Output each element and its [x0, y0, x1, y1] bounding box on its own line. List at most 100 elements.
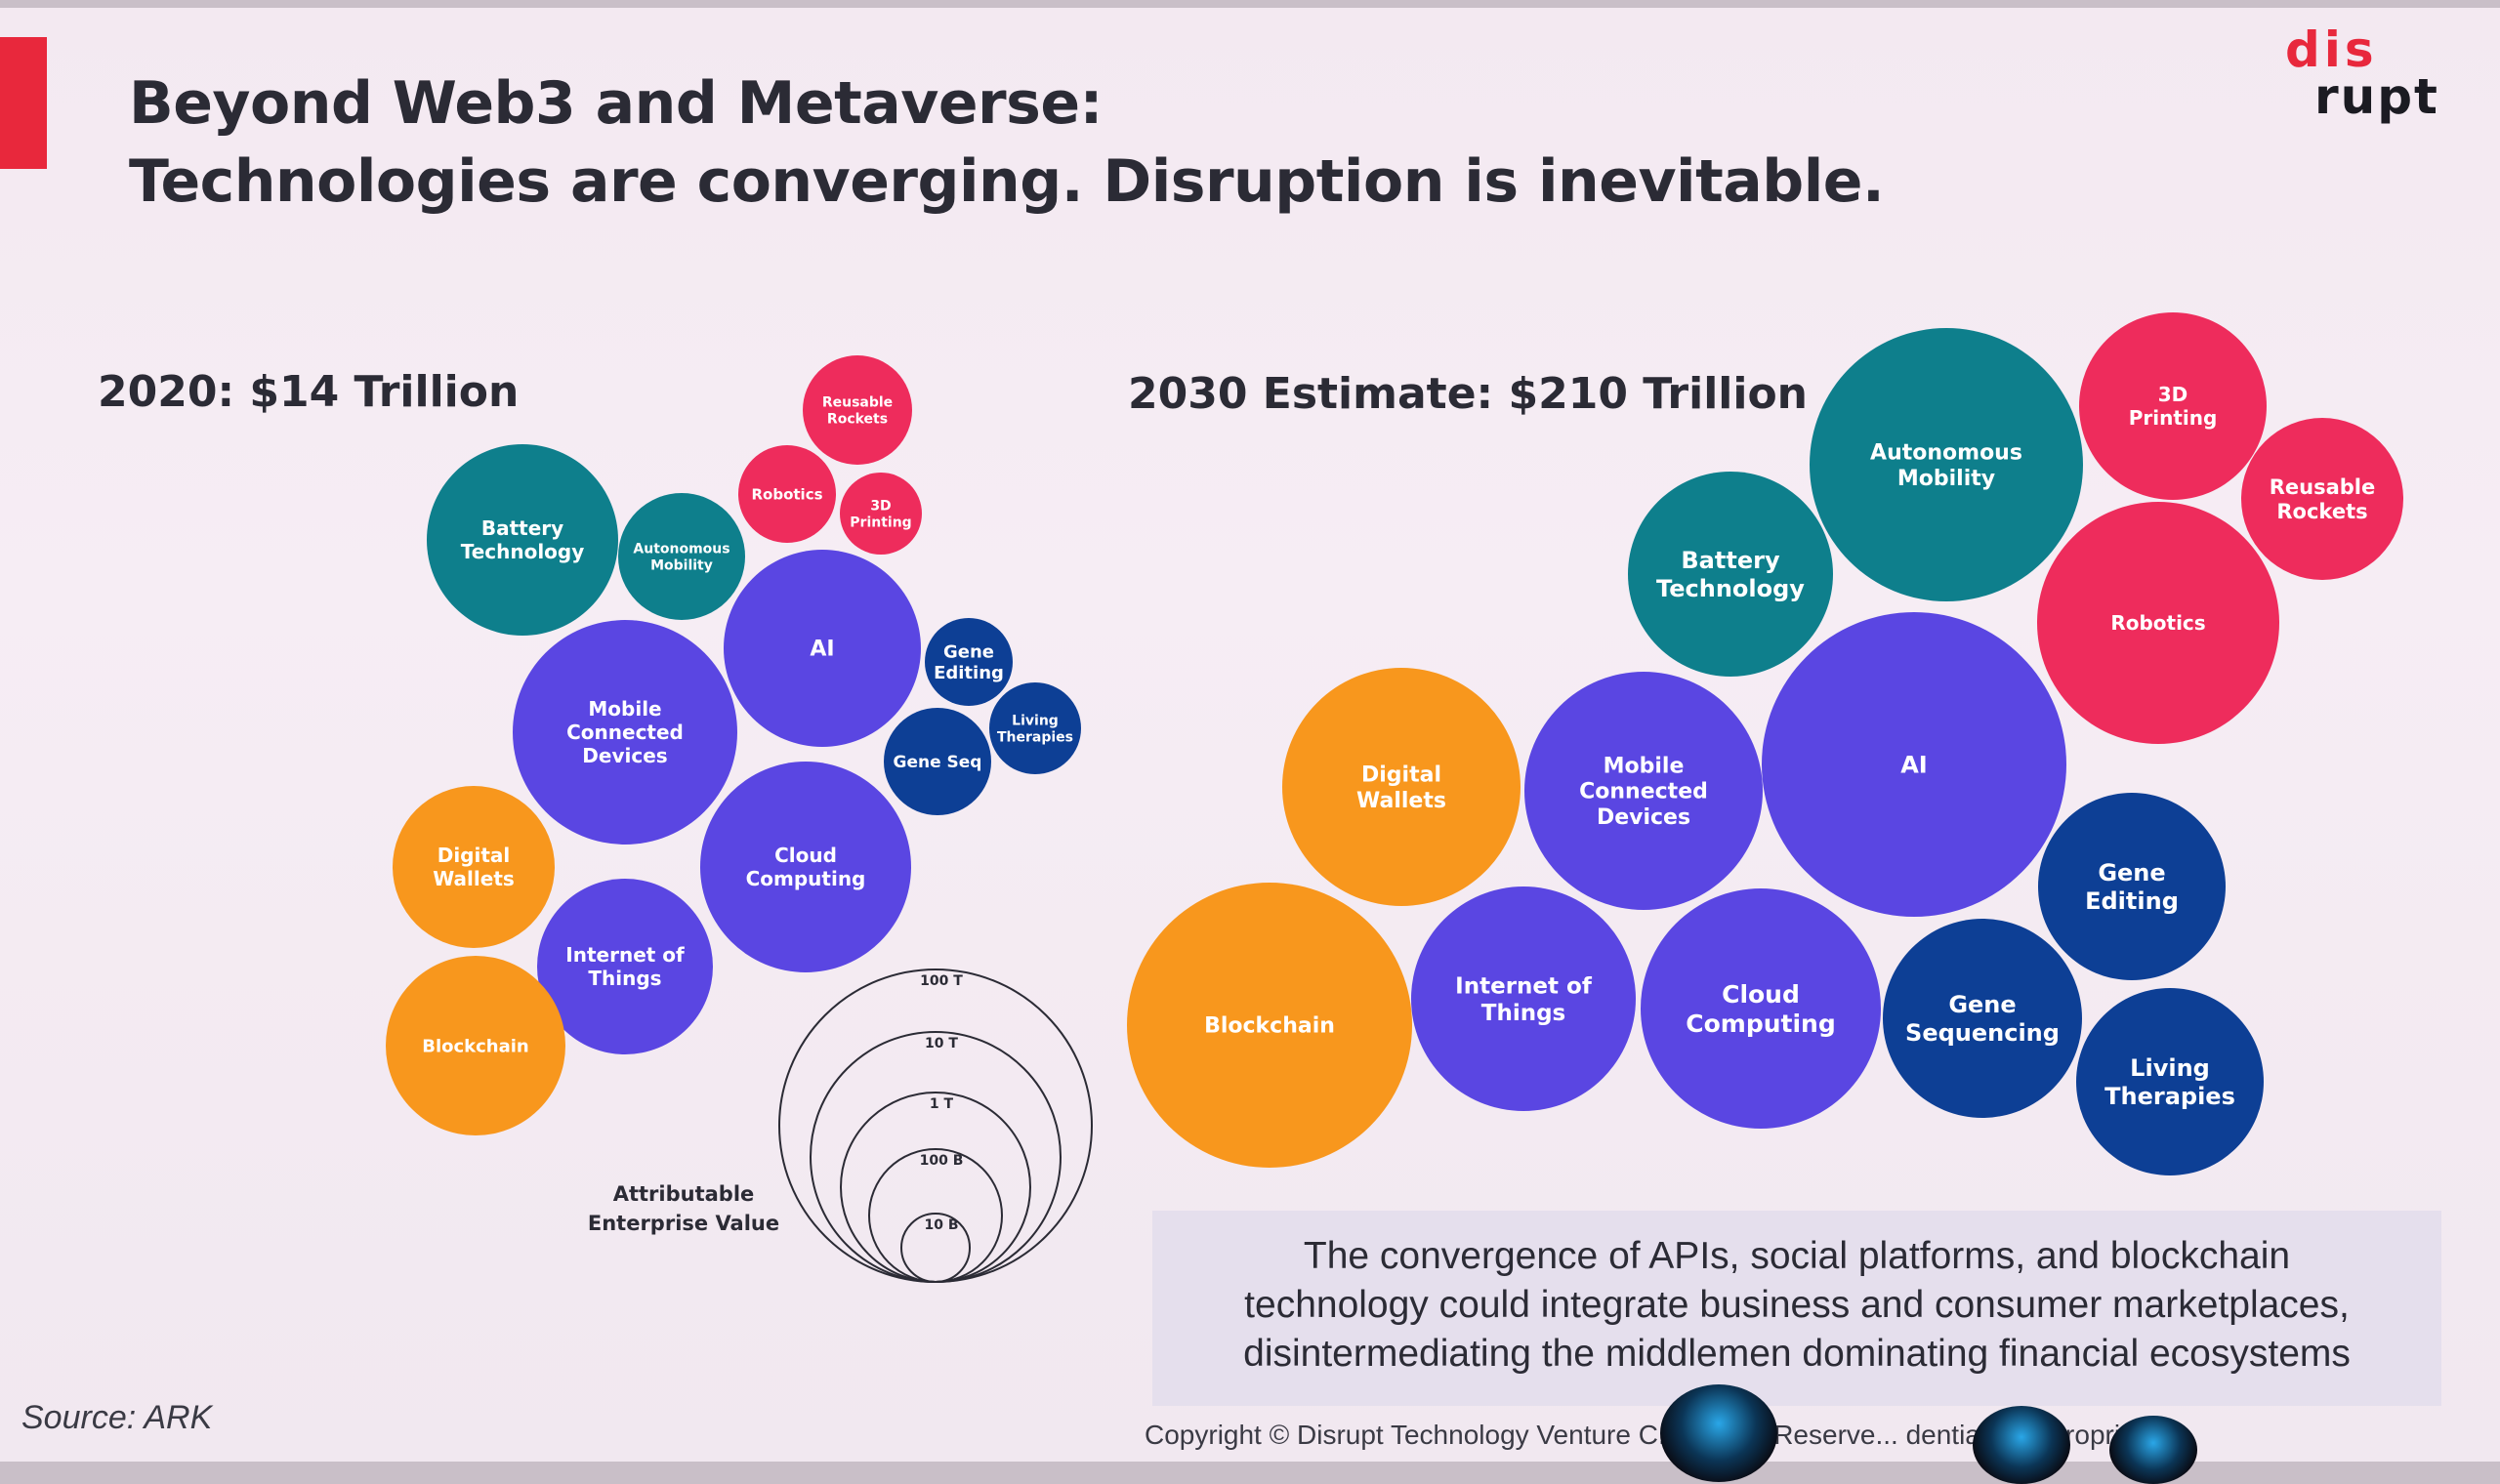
legend-ring	[778, 969, 1093, 1283]
bubble-circle	[537, 879, 713, 1054]
bubble-circle	[1524, 672, 1763, 910]
bubble-label: Things	[588, 967, 661, 990]
enterprise-value-legend: 100 T 10 T 1 T 100 B 10 B Attributable Enterpr…	[588, 969, 1093, 1283]
legend-ring-label: 100 B	[920, 1153, 964, 1169]
bubble-label: Devices	[582, 744, 667, 767]
audience-head-silhouette	[1660, 1384, 1777, 1482]
bubble-circle	[738, 445, 836, 543]
convergence-caption: The convergence of APIs, social platform…	[1152, 1211, 2441, 1406]
legend-title-line: Attributable	[613, 1182, 755, 1206]
bubble-circle	[840, 473, 922, 555]
bubble-circle	[2076, 988, 2264, 1175]
bubble-ai: AI	[724, 550, 921, 747]
bubble-label: Therapies	[997, 729, 1073, 745]
bubble-label: Sequencing	[1905, 1019, 2060, 1047]
bubble-label: Battery	[481, 516, 563, 540]
bubble-label: Robotics	[751, 485, 822, 503]
bubble-circle	[427, 444, 618, 636]
bubble-circle	[2241, 418, 2403, 580]
bubble-label: Internet of	[565, 943, 685, 967]
bubble-label: Connected	[1579, 780, 1708, 804]
bubble-circle	[1411, 886, 1636, 1111]
bubble-circle	[2038, 793, 2226, 980]
legend-ring-label: 10 B	[924, 1217, 958, 1233]
bubble-circle	[386, 956, 565, 1135]
bubble-label: Mobility	[1897, 467, 1995, 491]
legend-title-line: Enterprise Value	[588, 1212, 779, 1235]
bubble-label: Mobile	[1604, 754, 1685, 778]
bubble-label: Battery	[1681, 547, 1780, 574]
bubble-label: Digital	[438, 844, 511, 867]
bubble-circle	[1641, 888, 1881, 1129]
bubble-circle	[700, 762, 911, 972]
bubble-circle	[513, 620, 737, 845]
bubble-label: Digital	[1361, 763, 1441, 788]
title-line-1: Beyond Web3 and Metaverse:	[129, 69, 1104, 138]
bubble-ai: AI	[1762, 612, 2066, 917]
bubble-label: 3D	[2158, 383, 2188, 406]
bubble-circle	[724, 550, 921, 747]
bubble-circle	[1628, 472, 1833, 677]
bubble-circle	[989, 682, 1081, 774]
legend-ring	[840, 1092, 1031, 1283]
bubble-label: Connected	[566, 721, 684, 744]
bubble-label: Cloud	[1722, 980, 1800, 1009]
bubble-label: Wallets	[433, 867, 515, 890]
bubble-label: Devices	[1597, 805, 1690, 830]
bubble-label: Reusable	[822, 395, 893, 411]
legend-ring	[868, 1148, 1003, 1283]
bubble-label: Editing	[934, 663, 1004, 683]
slide-title: Beyond Web3 and Metaverse: Technologies …	[129, 64, 1885, 221]
bubble-blockchain: Blockchain	[386, 956, 565, 1135]
bubble-label: Editing	[2085, 887, 2179, 915]
bubble-chart-2030: AutonomousMobility3DPrintingReusableRock…	[1127, 312, 2403, 1175]
bubble-label: Living	[2130, 1054, 2210, 1082]
bubble-label: Robotics	[2110, 611, 2205, 635]
bubble-label: Rockets	[827, 411, 888, 427]
legend-ring-label: 100 T	[920, 973, 963, 989]
bubble-circle	[2079, 312, 2267, 500]
bubble-label: Gene	[943, 642, 994, 663]
source-note: Source: ARK	[21, 1399, 213, 1436]
bubble-label: Autonomous	[1870, 441, 2022, 466]
caption-line-1: The convergence of APIs, social platform…	[1303, 1235, 2291, 1277]
slide: Beyond Web3 and Metaverse: Technologies …	[0, 8, 2500, 1462]
bubble-label: AI	[1900, 751, 1928, 778]
bubble-label: Mobility	[650, 557, 713, 573]
disrupt-logo: dis rupt	[2285, 21, 2490, 129]
bubble-label: Computing	[1686, 1010, 1835, 1038]
bubble-circle	[618, 493, 745, 620]
bubble-label: Mobile	[588, 697, 661, 721]
bubble-label: Technology	[461, 540, 585, 563]
bubble-label: Things	[1481, 1001, 1565, 1026]
audience-head-silhouette	[2109, 1416, 2197, 1484]
bubble-circle	[884, 708, 991, 815]
bubble-label: Blockchain	[422, 1036, 529, 1056]
bubble-label: Computing	[746, 867, 866, 890]
bubble-gene-seq: Gene Seq	[884, 708, 991, 815]
bubble-circle	[1127, 883, 1412, 1168]
bubble-circle	[1810, 328, 2083, 601]
bubble-circle	[925, 618, 1013, 706]
bubble-circle	[1282, 668, 1521, 906]
bubble-label: Blockchain	[1204, 1014, 1335, 1039]
title-line-2: Technologies are converging. Disruption …	[129, 147, 1885, 216]
bubble-circle	[1762, 612, 2066, 917]
